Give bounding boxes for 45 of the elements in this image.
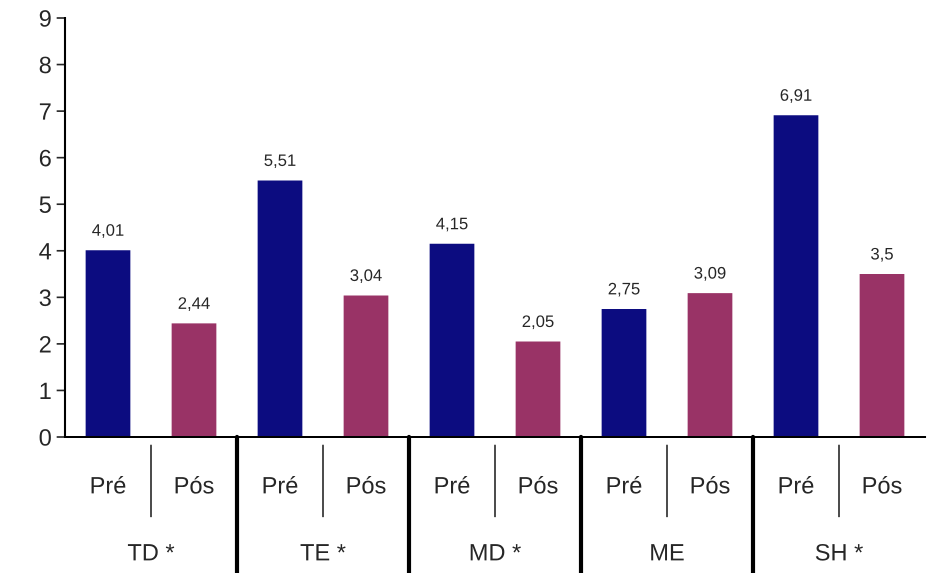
x-tick-label: SH * [816, 544, 863, 561]
bar [602, 308, 646, 437]
x-tick-label: TD * [128, 544, 174, 560]
bar [688, 293, 732, 437]
y-tick-label: 4 [39, 243, 52, 260]
y-tick-label: 9 [40, 10, 51, 27]
x-tick-label: TE * [300, 544, 346, 560]
y-tick-label: 7 [40, 103, 51, 120]
y-tick-label: 8 [40, 56, 51, 74]
data-label: 2,75 [608, 282, 640, 297]
y-tick-label: 3 [40, 289, 51, 306]
data-label: 5,51 [264, 154, 296, 168]
y-tick-label: 5 [40, 196, 51, 214]
x-tick-label: MD * [470, 544, 521, 560]
data-label: 3,5 [871, 248, 893, 262]
data-label: 2,44 [178, 297, 210, 311]
data-label: 4,01 [92, 224, 124, 238]
series-label: Pré [92, 476, 126, 494]
y-tick-label: 1 [40, 382, 51, 399]
text: Pós [348, 476, 386, 494]
text: Pré [436, 476, 470, 494]
bar [860, 274, 904, 437]
text: Pré [264, 476, 298, 494]
bar [430, 244, 474, 437]
text: Pré [608, 476, 642, 494]
series-label: Pós [176, 476, 214, 494]
bar [516, 342, 560, 437]
y-tick-label: 2 [40, 336, 51, 352]
bar [86, 250, 130, 437]
bar [258, 180, 302, 437]
data-label: 2,05 [522, 315, 554, 330]
text: Pós [692, 476, 730, 494]
data-label: 3,04 [350, 269, 382, 284]
y-tick-label: 6 [40, 150, 51, 166]
y-tick-label: 0 [40, 429, 51, 446]
data-label: 6,91 [780, 89, 812, 103]
bar [344, 295, 388, 437]
bar [172, 323, 216, 437]
text: Pré [780, 476, 814, 494]
bar [774, 115, 818, 437]
data-label: 3,09 [694, 266, 726, 281]
text: Pós [520, 476, 558, 494]
x-tick-label: ME [651, 544, 684, 560]
text: Pós [864, 476, 902, 494]
data-label: 4,15 [436, 218, 468, 232]
